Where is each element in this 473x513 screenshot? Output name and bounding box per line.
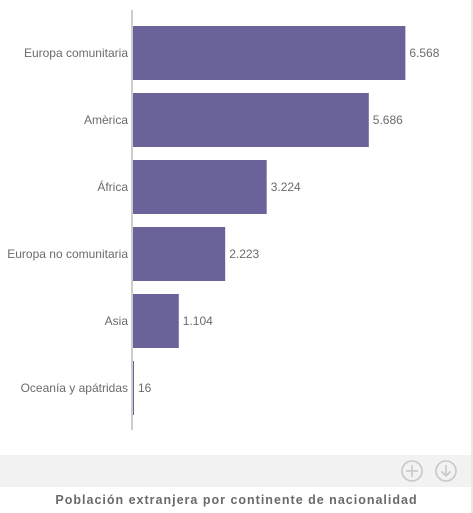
category-label-1: Amèrica — [84, 113, 128, 127]
value-label-5: 16 — [138, 381, 152, 395]
chart-toolbar — [0, 455, 473, 487]
value-label-0: 6.568 — [409, 46, 439, 60]
category-label-3: Europa no comunitaria — [7, 247, 128, 261]
category-label-0: Europa comunitaria — [24, 46, 128, 60]
bar-2[interactable] — [133, 160, 267, 214]
value-label-2: 3.224 — [271, 180, 301, 194]
frame-edge — [471, 0, 473, 513]
bar-0[interactable] — [133, 26, 406, 80]
download-icon[interactable] — [435, 460, 457, 482]
category-label-4: Asia — [105, 314, 129, 328]
bar-5[interactable] — [133, 361, 134, 415]
value-label-1: 5.686 — [373, 113, 403, 127]
category-label-5: Oceanía y apátridas — [21, 381, 128, 395]
category-label-2: África — [97, 179, 128, 194]
bar-3[interactable] — [133, 227, 226, 281]
chart-caption: Población extranjera por continente de n… — [55, 493, 418, 507]
bar-chart: Europa comunitaria 6.568 Amèrica 5.686 Áfric… — [7, 10, 440, 430]
chart-area: Europa comunitaria 6.568 Amèrica 5.686 Áfric… — [7, 10, 440, 430]
value-label-4: 1.104 — [183, 314, 213, 328]
value-label-3: 2.223 — [229, 247, 259, 261]
bar-1[interactable] — [133, 93, 369, 147]
bar-4[interactable] — [133, 294, 179, 348]
zoom-in-icon[interactable] — [401, 460, 423, 482]
